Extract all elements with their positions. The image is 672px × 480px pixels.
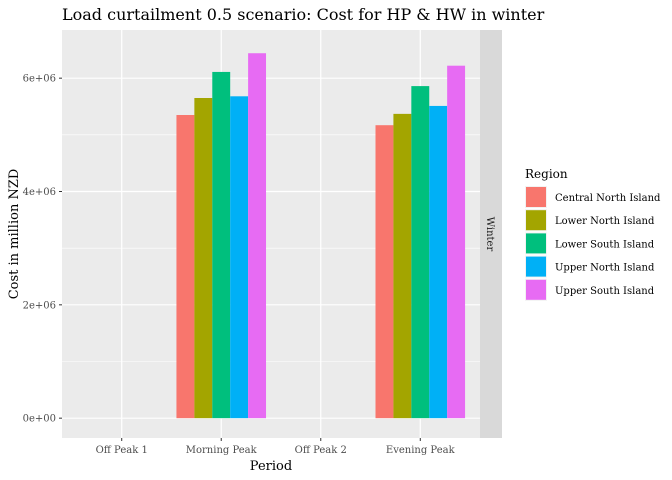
y-tick-label: 4e+06 [23,187,56,198]
bar [212,71,231,419]
bar [176,115,195,419]
bar [230,96,249,419]
x-tick-label: Off Peak 1 [96,445,148,456]
bar [375,125,394,419]
bar [429,105,448,419]
legend-swatch [526,279,546,300]
facet-strip-label: Winter [484,217,495,252]
bar [447,65,466,419]
chart-title: Load curtailment 0.5 scenario: Cost for … [62,5,545,24]
bars-layer [176,53,466,419]
legend-label: Upper South Island [555,286,655,297]
bar [411,86,430,419]
bar [248,53,267,419]
legend-swatch [526,210,546,231]
legend-title: Region [525,167,568,181]
x-tick-label: Evening Peak [386,445,456,456]
legend-label: Upper North Island [555,263,655,274]
legend-label: Central North Island [555,193,661,204]
legend-swatch [526,233,546,254]
y-tick-label: 6e+06 [23,74,56,85]
bar [194,98,213,419]
facet-strip [480,30,502,438]
legend-swatch [526,256,546,277]
legend-label: Lower North Island [555,216,655,227]
x-axis-title: Period [250,459,292,474]
x-axis: Off Peak 1 Morning Peak Off Peak 2 Evening … [96,438,456,456]
x-tick-label: Off Peak 2 [295,445,347,456]
y-axis: 0e+00 2e+06 4e+06 6e+06 [23,74,62,425]
legend-swatch [526,187,546,207]
y-axis-title: Cost in million NZD [7,169,22,300]
legend-label: Lower South Island [555,239,655,250]
legend: Region Central North Island Lower North I… [525,167,661,301]
bar [393,113,412,419]
x-tick-label: Morning Peak [186,445,258,456]
y-tick-label: 2e+06 [23,300,56,311]
y-tick-label: 0e+00 [23,414,56,425]
